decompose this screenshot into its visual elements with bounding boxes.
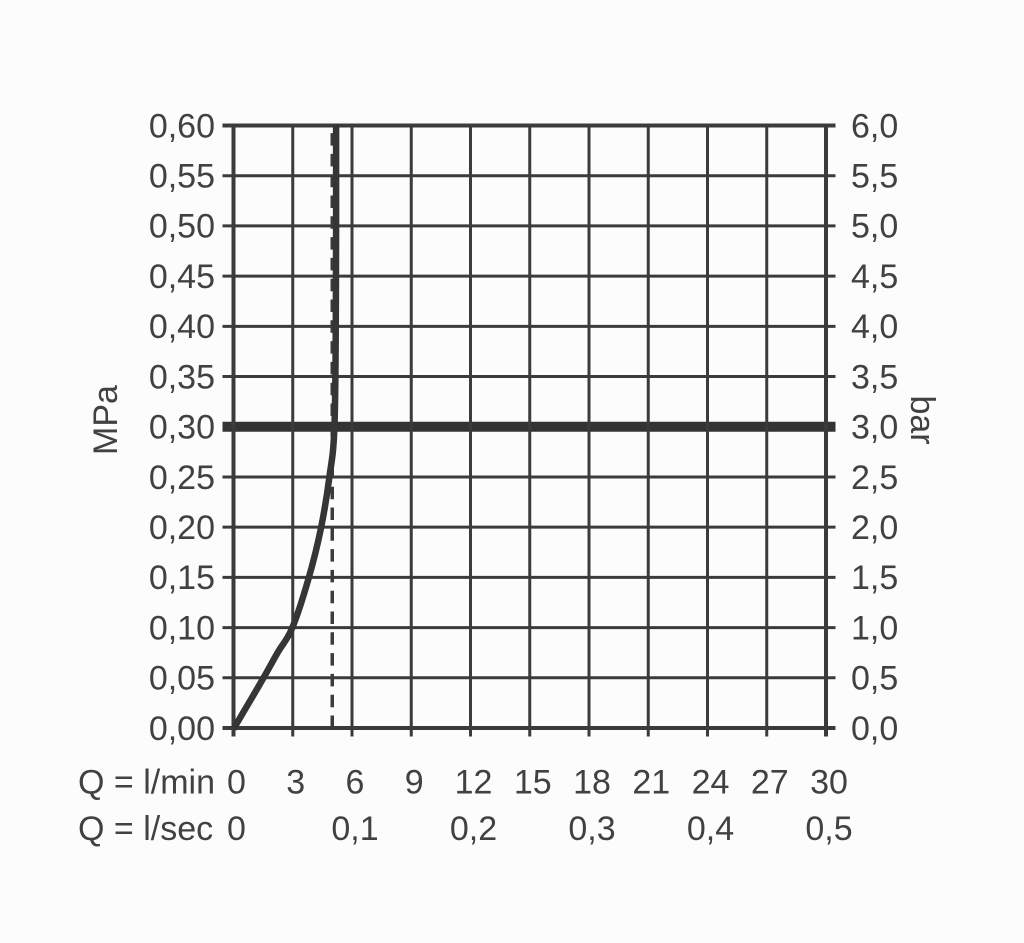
svg-text:Q = l/sec: Q = l/sec xyxy=(78,810,213,848)
svg-text:0,25: 0,25 xyxy=(149,459,215,497)
svg-text:2,0: 2,0 xyxy=(851,509,898,547)
svg-text:0: 0 xyxy=(227,810,246,848)
svg-text:0,50: 0,50 xyxy=(149,208,215,246)
svg-text:27: 27 xyxy=(751,764,789,802)
svg-text:0,05: 0,05 xyxy=(149,660,215,698)
svg-text:0,20: 0,20 xyxy=(149,509,215,547)
svg-text:12: 12 xyxy=(455,764,493,802)
svg-text:Q = l/min: Q = l/min xyxy=(78,764,215,802)
svg-text:0,40: 0,40 xyxy=(149,308,215,346)
svg-text:0,60: 0,60 xyxy=(149,107,215,145)
svg-text:MPa: MPa xyxy=(87,385,125,455)
svg-text:9: 9 xyxy=(405,764,424,802)
svg-text:2,5: 2,5 xyxy=(851,459,898,497)
svg-text:0,15: 0,15 xyxy=(149,559,215,597)
svg-text:0,4: 0,4 xyxy=(687,810,734,848)
svg-text:5,5: 5,5 xyxy=(851,158,898,196)
svg-text:24: 24 xyxy=(692,764,730,802)
svg-text:3,5: 3,5 xyxy=(851,358,898,396)
svg-text:0,2: 0,2 xyxy=(450,810,497,848)
svg-text:0,00: 0,00 xyxy=(149,710,215,748)
svg-text:6,0: 6,0 xyxy=(851,107,898,145)
svg-text:0,30: 0,30 xyxy=(149,409,215,447)
svg-text:5,0: 5,0 xyxy=(851,208,898,246)
svg-text:4,5: 4,5 xyxy=(851,258,898,296)
svg-text:30: 30 xyxy=(810,764,848,802)
svg-text:21: 21 xyxy=(632,764,670,802)
svg-text:0,5: 0,5 xyxy=(805,810,852,848)
svg-text:4,0: 4,0 xyxy=(851,308,898,346)
svg-text:0,0: 0,0 xyxy=(851,710,898,748)
svg-text:bar: bar xyxy=(903,395,941,444)
svg-text:0,5: 0,5 xyxy=(851,660,898,698)
svg-text:6: 6 xyxy=(346,764,365,802)
svg-text:15: 15 xyxy=(514,764,552,802)
svg-text:0,1: 0,1 xyxy=(331,810,378,848)
svg-text:0,45: 0,45 xyxy=(149,258,215,296)
svg-text:0,3: 0,3 xyxy=(568,810,615,848)
svg-text:1,0: 1,0 xyxy=(851,609,898,647)
svg-text:0: 0 xyxy=(227,764,246,802)
svg-text:0,55: 0,55 xyxy=(149,158,215,196)
svg-text:3: 3 xyxy=(286,764,305,802)
svg-text:0,10: 0,10 xyxy=(149,609,215,647)
svg-text:18: 18 xyxy=(573,764,611,802)
svg-text:3,0: 3,0 xyxy=(851,409,898,447)
svg-text:1,5: 1,5 xyxy=(851,559,898,597)
svg-text:0,35: 0,35 xyxy=(149,358,215,396)
